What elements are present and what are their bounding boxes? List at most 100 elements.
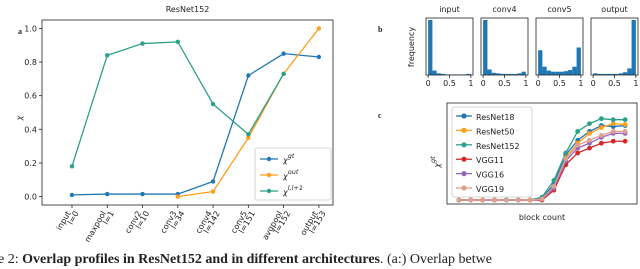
histogram-bar: [517, 73, 522, 75]
data-point: [610, 138, 616, 144]
caption-rest: . (a:) Overlap betwe: [380, 252, 492, 267]
histogram-bar: [542, 66, 547, 75]
data-point: [246, 73, 251, 78]
data-point: [175, 39, 180, 45]
histogram-bar: [605, 73, 611, 75]
data-point: [622, 138, 628, 144]
legend-label: χgt: [282, 152, 295, 165]
data-point: [316, 54, 322, 60]
axes-frame: [425, 17, 474, 76]
panel-label: c: [378, 111, 382, 120]
legend-marker: [461, 127, 467, 133]
axes-frame: [535, 17, 584, 76]
legend-marker: [461, 171, 467, 177]
legend-label: VGG16: [476, 171, 504, 180]
caption: e 2: Overlap profiles in ResNet152 and i…: [0, 252, 492, 267]
x-tick-label: 0.5: [608, 79, 621, 88]
y-axis-label: χ: [15, 115, 24, 121]
legend-label: VGG19: [476, 185, 504, 194]
histogram-bar: [597, 73, 602, 75]
y-axis-label: frequency: [407, 27, 416, 67]
histogram-bar: [546, 70, 551, 75]
y-axis-label: χgt: [429, 156, 442, 169]
x-tick-label: 0.5: [443, 79, 456, 88]
x-tick-label: 1: [633, 79, 638, 88]
series-line: [71, 52, 319, 196]
histogram-title: output: [601, 5, 627, 14]
y-tick-label: 0.2: [24, 159, 37, 168]
data-point: [622, 129, 628, 134]
data-point: [610, 129, 616, 134]
legend-label: χout: [282, 168, 299, 181]
histogram-bar: [495, 73, 501, 75]
histogram-bar: [555, 71, 560, 75]
data-point: [598, 132, 604, 138]
legend-marker: [461, 156, 467, 162]
data-point: [492, 197, 497, 203]
histogram-bar: [601, 73, 606, 75]
data-point: [610, 121, 616, 126]
data-point: [598, 116, 604, 122]
histogram-bar: [440, 73, 446, 75]
caption-bold: Overlap profiles in ResNet152 and in dif…: [22, 252, 380, 267]
histogram-bar: [563, 71, 569, 75]
histogram-bar: [631, 20, 636, 75]
legend-label: ResNet50: [476, 127, 515, 136]
legend-marker: [266, 188, 272, 194]
data-point: [551, 178, 557, 183]
legend-marker: [461, 142, 467, 148]
data-point: [622, 117, 628, 123]
data-point: [587, 121, 592, 126]
legend-marker: [461, 185, 467, 191]
y-tick-label: 0.6: [24, 92, 37, 101]
data-point: [246, 132, 251, 137]
data-point: [598, 125, 604, 130]
histogram-bar: [504, 73, 509, 75]
data-point: [503, 197, 509, 203]
histogram-bar: [491, 72, 496, 75]
data-point: [246, 135, 251, 140]
histogram-title: conv4: [492, 5, 516, 14]
y-tick-label: 0.8: [24, 58, 37, 67]
data-point: [587, 131, 592, 136]
histogram-bar: [483, 20, 488, 75]
data-point: [105, 191, 110, 197]
caption-prefix: e 2:: [0, 252, 22, 267]
data-point: [575, 150, 581, 156]
y-tick-label: 0.0: [24, 193, 37, 202]
data-point: [468, 197, 474, 203]
data-point: [587, 137, 592, 143]
chart-title: ResNet152: [166, 5, 210, 14]
x-tick-label: 0: [536, 79, 541, 88]
x-tick-label: 0: [426, 79, 431, 88]
data-point: [575, 129, 581, 134]
x-axis-label: block count: [519, 213, 565, 222]
legend-label: ResNet152: [476, 142, 520, 151]
histogram-title: input: [439, 5, 460, 14]
histogram-bar: [572, 66, 577, 75]
histogram-bar: [576, 47, 581, 75]
histogram-bar: [610, 73, 615, 75]
histogram-bar: [513, 73, 518, 75]
x-tick-label: 0.5: [553, 79, 566, 88]
legend-marker: [266, 172, 272, 178]
histogram-bar: [550, 71, 556, 75]
histogram-bar: [428, 20, 433, 75]
y-tick-label: 0.4: [24, 125, 37, 134]
data-point: [281, 51, 286, 56]
axes-frame: [480, 17, 529, 76]
histogram-bar: [538, 50, 543, 75]
data-point: [598, 140, 604, 146]
x-tick-label: 1: [523, 79, 528, 88]
series-line: [71, 41, 285, 167]
data-point: [210, 101, 216, 107]
x-tick-label: 0: [481, 79, 486, 88]
y-tick-label: 1.0: [24, 24, 37, 33]
data-point: [210, 179, 216, 184]
x-tick-label: 1: [468, 79, 473, 88]
x-tick-label: 1: [578, 79, 583, 88]
legend-label: VGG11: [476, 156, 504, 165]
histogram-bar: [627, 68, 632, 75]
data-point: [563, 150, 569, 156]
